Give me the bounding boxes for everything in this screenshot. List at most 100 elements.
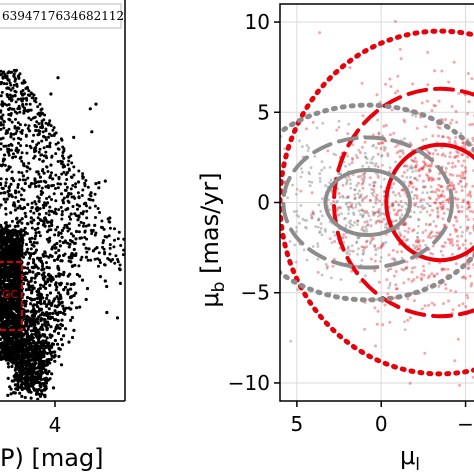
grey-point — [396, 227, 400, 231]
grey-point — [416, 205, 420, 209]
red-point — [443, 241, 447, 245]
red-point — [471, 184, 474, 188]
grey-point — [330, 202, 333, 206]
red-point — [393, 91, 397, 95]
left-point — [91, 198, 95, 202]
left-point — [98, 211, 101, 214]
left-point — [80, 194, 84, 197]
left-point — [44, 185, 48, 189]
red-point — [434, 190, 437, 194]
red-point — [389, 85, 393, 88]
grey-point — [377, 219, 380, 223]
red-point — [372, 237, 375, 240]
left-point — [8, 247, 13, 251]
left-point — [103, 279, 107, 283]
grey-point — [378, 142, 381, 145]
grey-point — [370, 157, 374, 161]
left-point — [98, 275, 102, 279]
red-point — [455, 120, 459, 124]
left-point — [44, 339, 48, 343]
grey-point — [355, 184, 359, 188]
grey-point — [388, 284, 392, 287]
left-point — [21, 174, 25, 178]
red-point — [439, 194, 443, 198]
red-point — [423, 304, 427, 308]
left-point — [27, 129, 31, 133]
red-point — [464, 276, 467, 280]
red-point — [460, 153, 464, 157]
left-point — [106, 217, 110, 221]
red-point — [376, 175, 380, 179]
grey-point — [305, 258, 309, 262]
left-point — [119, 244, 123, 247]
left-point — [2, 119, 6, 123]
left-point — [44, 121, 48, 125]
red-point — [406, 297, 410, 301]
grey-point — [321, 121, 325, 125]
left-point — [54, 207, 58, 211]
left-point — [16, 265, 21, 269]
left-point — [9, 281, 14, 286]
grey-point — [353, 193, 357, 197]
left-point — [19, 383, 24, 387]
left-point — [24, 109, 28, 113]
left-point — [103, 263, 106, 267]
grey-point — [240, 206, 243, 209]
red-point — [412, 203, 416, 207]
left-point — [24, 96, 28, 100]
left-point — [18, 178, 22, 182]
left-point — [45, 372, 50, 376]
red-point — [421, 166, 425, 169]
left-point — [34, 303, 39, 307]
red-point — [456, 243, 459, 247]
left-point — [6, 86, 10, 90]
red-point — [451, 187, 455, 191]
left-point — [62, 226, 66, 230]
red-point — [456, 151, 460, 155]
left-point — [6, 236, 11, 240]
left-point — [59, 337, 64, 341]
red-point — [406, 318, 410, 322]
left-point — [13, 303, 17, 308]
left-point — [11, 267, 15, 271]
left-point — [42, 171, 46, 175]
left-point — [9, 347, 13, 351]
left-point — [37, 392, 41, 396]
left-point — [28, 240, 33, 244]
left-point — [29, 118, 33, 122]
left-point — [17, 240, 22, 244]
left-point — [44, 211, 48, 215]
left-point — [18, 219, 22, 223]
red-point — [461, 243, 465, 247]
left-point — [8, 385, 12, 389]
left-point — [48, 361, 52, 365]
red-point — [410, 182, 413, 186]
red-point — [466, 202, 470, 206]
red-point — [462, 159, 466, 163]
left-point — [12, 391, 16, 395]
left-point — [61, 304, 65, 308]
grey-point — [344, 164, 347, 168]
red-point — [461, 302, 465, 306]
grey-point — [310, 213, 313, 217]
red-point — [411, 266, 415, 270]
grey-point — [320, 168, 324, 172]
left-point — [30, 352, 34, 356]
red-point — [444, 198, 448, 202]
left-scatter-points — [0, 8, 125, 400]
left-point — [10, 273, 15, 278]
grey-point — [261, 186, 264, 189]
left-point — [16, 199, 20, 203]
grey-point — [306, 149, 310, 152]
left-point — [26, 382, 30, 387]
left-point — [59, 259, 63, 263]
left-point — [30, 336, 35, 340]
red-point — [458, 174, 462, 178]
grey-point — [364, 227, 368, 231]
left-point — [54, 228, 58, 232]
left-point — [18, 107, 22, 110]
red-point — [447, 80, 451, 84]
grey-point — [437, 196, 441, 200]
red-point — [399, 200, 403, 203]
y-tick-label: 10 — [245, 10, 270, 34]
